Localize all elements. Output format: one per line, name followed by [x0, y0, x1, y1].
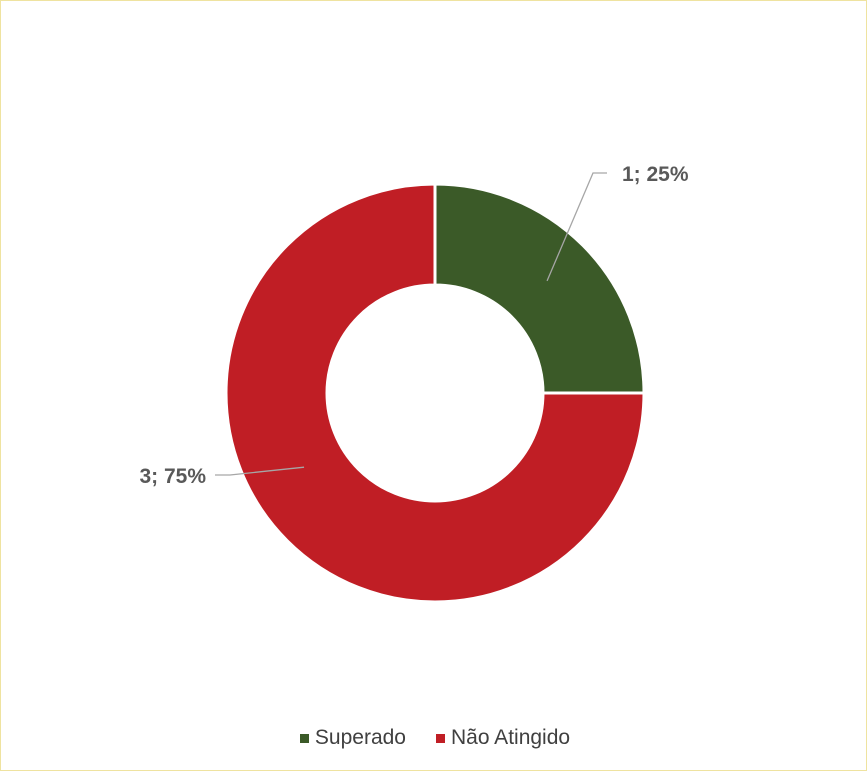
legend-swatch-superado — [299, 733, 309, 743]
slice-nao-atingido — [224, 182, 646, 604]
legend-item-nao-atingido: Não Atingido — [435, 726, 571, 750]
legend-item-superado: Superado — [299, 726, 406, 750]
data-label-nao-atingido: 3; 75% — [139, 465, 206, 488]
legend: Superado Não Atingido — [1, 720, 868, 756]
data-label-superado: 1; 25% — [622, 163, 689, 186]
leader-line-superado — [546, 172, 607, 282]
slice-superado — [433, 182, 646, 395]
legend-label-nao-atingido: Não Atingido — [450, 726, 571, 749]
legend-label-superado: Superado — [314, 726, 406, 749]
legend-swatch-nao-atingido — [435, 733, 445, 743]
slices-layer — [224, 182, 646, 604]
leader-lines — [215, 172, 607, 476]
leader-line-nao-atingido — [215, 466, 305, 476]
